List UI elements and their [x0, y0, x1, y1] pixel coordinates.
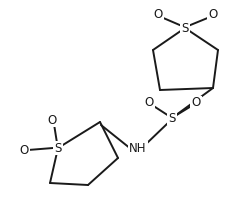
Text: O: O	[153, 7, 163, 21]
Text: O: O	[208, 7, 218, 21]
Text: NH: NH	[129, 141, 147, 155]
Text: S: S	[54, 141, 62, 155]
Text: S: S	[181, 21, 189, 35]
Text: O: O	[191, 97, 201, 109]
Text: S: S	[168, 111, 176, 125]
Text: O: O	[47, 114, 57, 126]
Text: O: O	[144, 97, 154, 109]
Text: O: O	[19, 144, 29, 156]
